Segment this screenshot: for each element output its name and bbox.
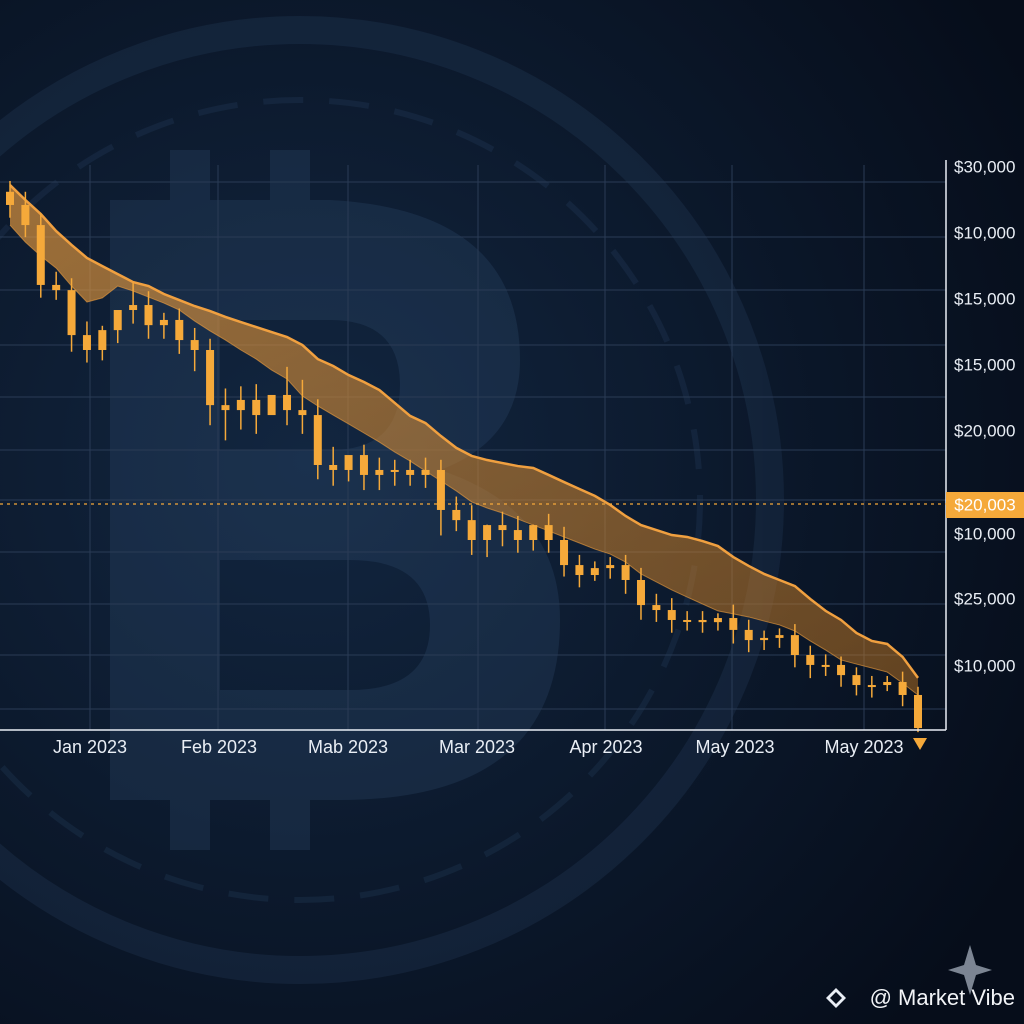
- x-tick-label: Feb 2023: [181, 737, 257, 757]
- candle-body: [806, 654, 815, 665]
- candle-body: [159, 319, 168, 326]
- candle-body: [436, 469, 445, 510]
- y-tick-label: $30,000: [954, 157, 1015, 176]
- x-tick-label: May 2023: [695, 737, 774, 757]
- candle-body: [267, 394, 276, 416]
- candle-body: [790, 635, 799, 655]
- candle-body: [359, 455, 368, 475]
- band-upper: [9, 184, 920, 679]
- candle-body: [729, 618, 738, 630]
- x-tick-label: Mab 2023: [308, 737, 388, 757]
- candle-body: [98, 330, 107, 351]
- candle-body: [914, 694, 922, 729]
- candle-body: [837, 664, 846, 676]
- candle-body: [483, 525, 492, 541]
- candle-body: [252, 399, 261, 416]
- candle-body: [129, 305, 138, 311]
- candle-body: [498, 525, 507, 531]
- candle-body: [590, 568, 599, 576]
- candle-body: [82, 335, 91, 351]
- candle-body: [190, 340, 199, 351]
- candle-body: [221, 405, 230, 411]
- watermark: @ Market Vibe: [870, 985, 1015, 1010]
- candle-body: [560, 540, 569, 566]
- y-tick-label: $10,000: [954, 223, 1015, 242]
- candle-body: [683, 619, 692, 622]
- candle-body: [375, 469, 384, 475]
- candle-body: [898, 682, 907, 695]
- candle-body: [36, 225, 45, 285]
- candle-body: [575, 565, 584, 576]
- candle-body: [406, 469, 415, 475]
- price-marker-box: [946, 492, 1024, 518]
- x-tick-label: Apr 2023: [569, 737, 642, 757]
- candle-body: [298, 410, 307, 416]
- candle-body: [283, 394, 292, 411]
- candle-body: [713, 618, 722, 623]
- sparkle: [948, 945, 992, 995]
- brand-icon: [826, 988, 846, 1008]
- candle-body: [852, 675, 861, 686]
- candle-body: [421, 469, 430, 475]
- candle-body: [329, 464, 338, 470]
- candle-body: [621, 565, 630, 580]
- candle-body: [667, 610, 676, 620]
- candle-body: [113, 310, 122, 331]
- x-tick-label: Jan 2023: [53, 737, 127, 757]
- candle-body: [760, 637, 769, 641]
- candle-body: [313, 415, 322, 465]
- candle-body: [652, 605, 661, 611]
- candle-body: [513, 530, 522, 541]
- candle-body: [775, 635, 784, 638]
- band-lower: [9, 224, 919, 696]
- y-tick-label: $20,000: [954, 421, 1015, 440]
- price-marker: $20,003: [954, 495, 1015, 514]
- y-tick-label: $10,000: [954, 524, 1015, 543]
- candle-body: [67, 290, 76, 336]
- candle-body: [867, 685, 876, 688]
- candle-body: [206, 350, 215, 406]
- plot: [6, 180, 922, 733]
- candle-body: [544, 525, 553, 541]
- candle-body: [175, 319, 184, 341]
- candle-body: [21, 204, 30, 226]
- candle-body: [467, 520, 476, 541]
- down-arrow: [913, 738, 927, 750]
- candle-body: [636, 579, 645, 606]
- candle-body: [744, 629, 753, 641]
- candle-body: [236, 399, 245, 411]
- candle-body: [390, 469, 399, 472]
- y-tick-label: $15,000: [954, 289, 1015, 308]
- candle-body: [452, 509, 461, 521]
- x-tick-label: May 2023: [824, 737, 903, 757]
- y-tick-label: $25,000: [954, 589, 1015, 608]
- y-tick-label: $10,000: [954, 656, 1015, 675]
- x-tick-label: Mar 2023: [439, 737, 515, 757]
- candle-body: [52, 284, 61, 291]
- y-tick-label: $15,000: [954, 355, 1015, 374]
- band-area: [10, 185, 918, 695]
- candle-body: [344, 455, 353, 470]
- candle-body: [821, 664, 830, 667]
- candle-body: [529, 525, 538, 541]
- candle-body: [883, 682, 892, 686]
- candle-body: [6, 191, 14, 205]
- candle-body: [144, 305, 153, 326]
- candle-body: [698, 619, 707, 623]
- candle-body: [606, 565, 615, 569]
